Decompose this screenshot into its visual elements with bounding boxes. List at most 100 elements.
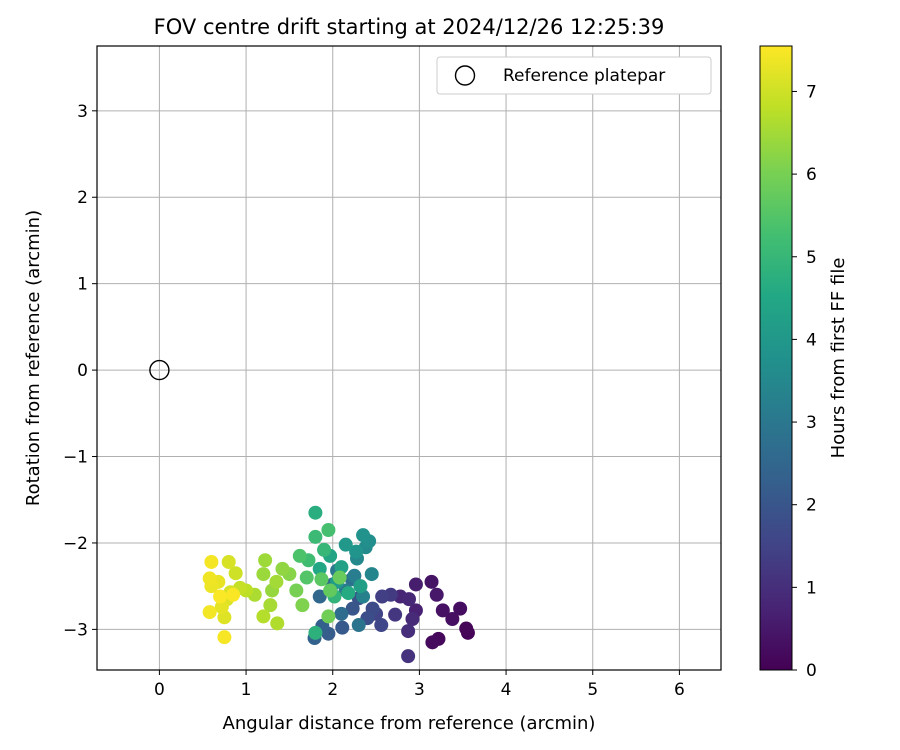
data-point: [334, 560, 349, 575]
data-point: [299, 570, 314, 585]
data-point: [435, 603, 450, 618]
data-point: [408, 577, 423, 592]
colorbar-tick-label: 5: [806, 248, 817, 268]
data-point: [401, 649, 416, 664]
colorbar-tick-label: 6: [806, 165, 817, 185]
data-point: [292, 548, 307, 563]
y-tick-label: 1: [77, 275, 88, 295]
data-point: [341, 586, 356, 601]
data-point: [202, 571, 217, 586]
colorbar-label: Hours from first FF file: [828, 258, 849, 459]
data-point: [375, 589, 390, 604]
legend-entry-label: Reference platepar: [503, 66, 665, 86]
data-point: [312, 561, 327, 576]
data-point: [405, 612, 420, 627]
data-point: [221, 554, 236, 569]
reference-point: [149, 359, 170, 381]
data-point: [453, 601, 468, 616]
data-point: [351, 618, 366, 633]
data-point: [308, 505, 323, 520]
data-point: [256, 567, 271, 582]
data-point: [295, 598, 310, 613]
colorbar: 0 1 2 3 4 5 6 7 Hours from first FF file: [759, 45, 849, 681]
data-point: [275, 561, 290, 576]
grid: [97, 46, 721, 670]
x-axis-label: Angular distance from reference (arcmin): [223, 713, 596, 734]
chart-title: FOV centre drift starting at 2024/12/26 …: [154, 15, 665, 39]
colorbar-tick-label: 0: [806, 661, 817, 681]
data-point: [308, 529, 323, 544]
data-point: [402, 592, 416, 607]
colorbar-gradient: [759, 45, 793, 671]
reference-platepar-marker: [149, 359, 170, 381]
y-axis-label: Rotation from reference (arcmin): [23, 210, 44, 506]
data-point: [353, 579, 368, 594]
colorbar-tick-label: 1: [806, 578, 817, 598]
data-point: [374, 618, 389, 633]
data-point: [289, 583, 304, 598]
data-point: [228, 566, 243, 581]
data-point: [263, 598, 278, 613]
legend-marker-icon: [454, 65, 476, 86]
x-tick-label: 4: [501, 680, 512, 700]
data-point: [312, 589, 327, 604]
data-point: [269, 574, 284, 589]
data-point: [335, 620, 350, 635]
data-point: [258, 553, 273, 568]
data-point: [226, 587, 241, 602]
y-axis-ticks: −3 −2 −1 0 1 2 3: [63, 102, 97, 640]
data-point: [347, 568, 362, 583]
colorbar-tick-label: 7: [806, 82, 817, 102]
data-point: [321, 522, 336, 537]
y-tick-label: −1: [63, 448, 88, 468]
legend-box: [436, 56, 712, 95]
data-point: [425, 635, 440, 650]
data-point: [213, 589, 228, 604]
data-point: [338, 537, 353, 552]
data-point: [445, 612, 460, 627]
data-point: [270, 616, 285, 631]
data-point: [356, 528, 371, 543]
axes-frame: [96, 45, 722, 671]
data-point: [424, 574, 439, 589]
data-point: [321, 609, 336, 624]
data-point: [317, 542, 332, 557]
data-point: [364, 567, 379, 582]
data-point: [217, 630, 232, 645]
data-point: [388, 607, 403, 622]
data-point: [214, 599, 229, 614]
x-axis-ticks: 0 1 2 3 4 5 6: [154, 670, 685, 700]
data-point: [308, 625, 323, 640]
data-point: [256, 609, 271, 624]
x-tick-label: 6: [674, 680, 685, 700]
data-point: [334, 606, 349, 621]
x-tick-label: 3: [414, 680, 425, 700]
y-tick-label: 2: [77, 188, 88, 208]
y-tick-label: −2: [63, 534, 88, 554]
x-tick-label: 5: [587, 680, 598, 700]
data-point: [429, 587, 444, 602]
colorbar-ticks: 0 1 2 3 4 5 6 7: [792, 82, 817, 681]
plot-area: 0 1 2 3 4 5 6 −3 −2 −1 0 1 2 3: [63, 45, 722, 700]
data-point: [459, 621, 474, 636]
colorbar-tick-label: 3: [806, 413, 817, 433]
data-points: [202, 505, 475, 664]
data-point: [349, 544, 364, 559]
data-point: [332, 570, 347, 585]
colorbar-tick-label: 2: [806, 496, 817, 516]
data-point: [345, 601, 360, 616]
y-tick-label: −3: [63, 620, 88, 640]
data-point: [204, 554, 219, 569]
colorbar-tick-label: 4: [806, 330, 817, 350]
data-point: [314, 572, 329, 587]
x-tick-label: 2: [327, 680, 338, 700]
data-point: [202, 605, 217, 620]
y-tick-label: 0: [77, 361, 88, 381]
y-tick-label: 3: [77, 102, 88, 122]
x-tick-label: 0: [154, 680, 165, 700]
data-point: [401, 624, 416, 639]
legend: Reference platepar: [436, 56, 712, 95]
data-point: [323, 583, 338, 598]
x-tick-label: 1: [241, 680, 252, 700]
